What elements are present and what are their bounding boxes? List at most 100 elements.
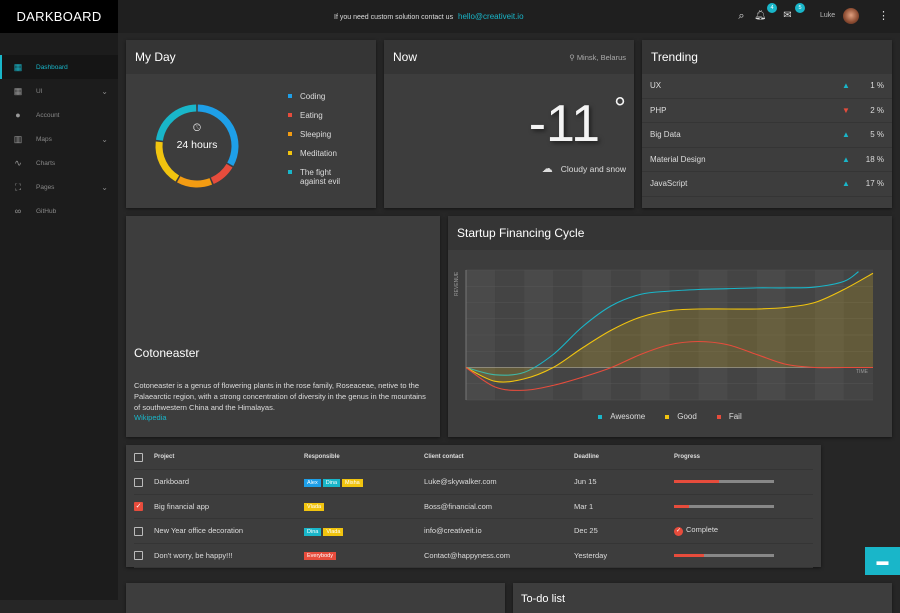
project-name[interactable]: Don't worry, be happy!!! [154, 543, 304, 568]
project-name[interactable]: New Year office decoration [154, 518, 304, 544]
trending-row[interactable]: PHP ▼ 2 % [642, 99, 892, 123]
column-header[interactable]: Progress [674, 445, 813, 470]
project-name[interactable]: Big financial app [154, 494, 304, 519]
clock-icon: 🕓︎ [193, 123, 201, 134]
contact-email-link[interactable]: hello@creativeit.io [458, 12, 524, 21]
donut-segment-3 [155, 141, 180, 182]
column-header[interactable]: Client contact [424, 445, 574, 470]
column-header[interactable]: Deadline [574, 445, 674, 470]
legend-item: The fight against evil [288, 168, 340, 186]
check-circle-icon: ✓ [674, 527, 683, 537]
legend-item-good[interactable]: Good [665, 412, 697, 421]
trend-value: 18 % [865, 154, 884, 164]
link-icon: ∞ [14, 206, 22, 216]
weather-card: Now ⚲ Minsk, Belarus -11 ° ☁ Cloudy and s… [384, 40, 634, 208]
donut-center-label: 24 hours [176, 139, 218, 151]
card-title: Now ⚲ Minsk, Belarus [384, 40, 634, 74]
location-text: Minsk, Belarus [576, 52, 626, 62]
sidebar-item-charts[interactable]: ∿ Charts [0, 151, 118, 175]
sidebar-item-label: Pages [36, 183, 55, 191]
legend-swatch [288, 93, 292, 98]
sidebar-item-dashboard[interactable]: ▦ Dashboard [0, 55, 118, 79]
donut-segment-4 [155, 104, 197, 141]
more-menu-icon[interactable]: ⋮ [878, 10, 889, 22]
notifications-badge: 4 [767, 3, 777, 13]
trend-value: 17 % [865, 179, 884, 189]
user-name[interactable]: Luke [820, 12, 836, 19]
select-all-checkbox[interactable] [134, 452, 143, 462]
wikipedia-link[interactable]: Wikipedia [134, 413, 167, 422]
project-name[interactable]: Darkboard [154, 469, 304, 495]
search-icon[interactable]: ⌕ [738, 10, 745, 22]
donut-segment-1 [210, 163, 233, 184]
legend-label: Coding [300, 92, 326, 101]
responsible-tag: Misha [342, 478, 363, 487]
series-area-good [466, 273, 873, 383]
series-line-awesome [465, 271, 859, 376]
arrow-up-icon: ▲ [842, 179, 850, 189]
client-contact: Boss@financial.com [424, 494, 574, 519]
trending-card: Trending UX ▲ 1 % PHP ▼ 2 % Big Data ▲ 5 % Materi… [642, 40, 892, 208]
grid-icon: ▦ [13, 85, 23, 96]
progress-bar [674, 553, 774, 557]
deadline: Yesterday [574, 543, 674, 568]
chart-legend: Awesome Good Fail [448, 412, 892, 421]
trending-row[interactable]: Big Data ▲ 5 % [642, 123, 892, 148]
trending-row[interactable]: UX ▲ 1 % [642, 74, 892, 99]
responsible-tag: Vlada [304, 503, 325, 512]
legend-swatch [598, 414, 603, 419]
column-header[interactable]: Project [154, 445, 304, 470]
legend-label: Awesome [610, 412, 646, 421]
trend-name: JavaScript [650, 179, 688, 189]
article-body: Cotoneaster is a genus of flowering plan… [134, 381, 426, 412]
trend-value: 1 % [870, 81, 884, 91]
sidebar-item-account[interactable]: ● Account [0, 103, 118, 127]
sidebar-item-label: Maps [36, 135, 52, 143]
map-icon: ▥ [13, 133, 23, 144]
legend-item: Coding [288, 92, 325, 101]
legend-label: Sleeping [300, 130, 332, 139]
table-row: Darkboard Alex Dina Misha Luke@skywalker.com… [134, 469, 813, 495]
person-icon: ● [15, 110, 21, 120]
legend-swatch [288, 150, 292, 155]
app-logo[interactable]: DARKBOARD [0, 0, 118, 33]
row-checkbox[interactable] [134, 551, 143, 560]
projects-table: Project Responsible Client contact Deadline… [134, 445, 813, 568]
table-header: Project Responsible Client contact Deadline… [134, 445, 813, 470]
responsible-tag: Dina [304, 527, 322, 536]
arrow-up-icon: ▲ [842, 81, 850, 91]
sidebar-item-label: Dashboard [36, 63, 68, 71]
row-checkbox[interactable] [134, 526, 143, 536]
row-checkbox[interactable] [134, 477, 143, 487]
legend-item-awesome[interactable]: Awesome [598, 412, 645, 421]
card-title-text: Now [393, 50, 418, 64]
avatar[interactable] [843, 8, 859, 24]
trending-list: UX ▲ 1 % PHP ▼ 2 % Big Data ▲ 5 % Material Design… [642, 74, 892, 197]
sidebar-item-maps[interactable]: ▥ Maps ⌄ [0, 127, 118, 151]
trending-row[interactable]: JavaScript ▲ 17 % [642, 172, 892, 197]
financing-chart-card: Startup Financing Cycle REVENUE TIME Awe… [448, 216, 892, 437]
chevron-down-icon: ⌄ [101, 182, 108, 192]
trend-name: Big Data [650, 130, 681, 140]
row-checkbox[interactable]: ✓ [134, 502, 143, 511]
chevron-down-icon: ⌄ [101, 86, 108, 96]
notifications-bell-icon[interactable]: 🔔︎ [754, 10, 765, 21]
sidebar-item-github[interactable]: ∞ GitHub [0, 199, 118, 223]
sidebar-item-pages[interactable]: ⛶ Pages ⌄ [0, 175, 118, 199]
client-contact: Contact@happyness.com [424, 543, 574, 568]
sidebar-item-ui[interactable]: ▦ UI ⌄ [0, 79, 118, 103]
arrow-up-icon: ▲ [842, 154, 850, 164]
chat-icon: ▬ [876, 554, 889, 568]
mail-icon[interactable]: ✉ [783, 10, 792, 21]
legend-item: Sleeping [288, 130, 331, 139]
card-title: My Day [126, 40, 376, 74]
responsible-tag: Alex [304, 478, 321, 487]
contact-banner: If you need custom solution contact us h… [334, 12, 524, 21]
location-pin-icon: ⚲ [569, 52, 577, 62]
chat-button[interactable]: ▬ [865, 547, 900, 575]
legend-item-fail[interactable]: Fail [716, 412, 742, 421]
arrow-down-icon: ▼ [842, 105, 850, 115]
trending-row[interactable]: Material Design ▲ 18 % [642, 148, 892, 172]
column-header[interactable]: Responsible [304, 445, 424, 470]
weather-condition: ☁ Cloudy and snow [542, 162, 626, 175]
